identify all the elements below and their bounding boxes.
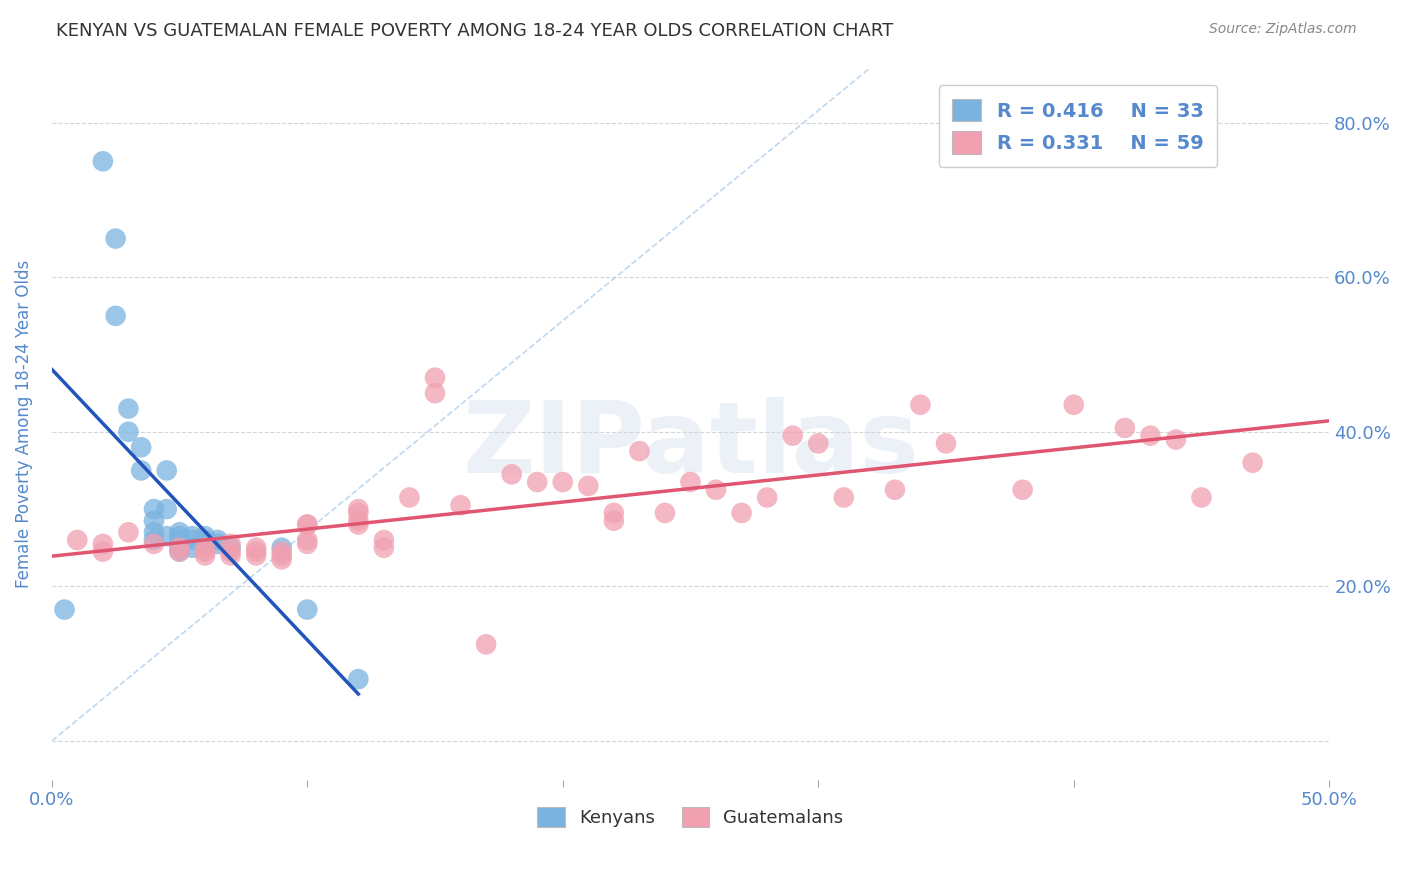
Point [297, 533, 319, 547]
Point [679, 475, 702, 489]
Point [910, 398, 932, 412]
Point [1139, 428, 1161, 442]
Text: ZIPatlas: ZIPatlas [463, 397, 920, 494]
Point [91, 544, 114, 558]
Point [219, 537, 242, 551]
Point [398, 491, 420, 505]
Point [551, 475, 574, 489]
Point [1191, 491, 1213, 505]
Point [169, 537, 191, 551]
Point [756, 491, 779, 505]
Point [450, 498, 472, 512]
Point [270, 549, 292, 563]
Point [181, 529, 204, 543]
Point [181, 541, 204, 555]
Point [194, 549, 217, 563]
Point [142, 525, 165, 540]
Point [603, 506, 626, 520]
Point [219, 544, 242, 558]
Y-axis label: Female Poverty Among 18-24 Year Olds: Female Poverty Among 18-24 Year Olds [15, 260, 32, 588]
Point [104, 309, 127, 323]
Point [270, 552, 292, 566]
Point [129, 440, 152, 454]
Point [181, 533, 204, 547]
Point [730, 506, 752, 520]
Point [347, 506, 370, 520]
Point [1063, 398, 1085, 412]
Point [1011, 483, 1033, 497]
Point [807, 436, 830, 450]
Point [373, 541, 395, 555]
Point [603, 514, 626, 528]
Point [704, 483, 727, 497]
Text: Source: ZipAtlas.com: Source: ZipAtlas.com [1209, 22, 1357, 37]
Point [423, 386, 446, 401]
Point [832, 491, 855, 505]
Point [169, 541, 191, 555]
Text: KENYAN VS GUATEMALAN FEMALE POVERTY AMONG 18-24 YEAR OLDS CORRELATION CHART: KENYAN VS GUATEMALAN FEMALE POVERTY AMON… [56, 22, 893, 40]
Point [169, 525, 191, 540]
Point [935, 436, 957, 450]
Point [194, 533, 217, 547]
Point [347, 672, 370, 686]
Point [219, 541, 242, 555]
Point [297, 537, 319, 551]
Point [270, 544, 292, 558]
Point [347, 517, 370, 532]
Point [169, 533, 191, 547]
Point [91, 537, 114, 551]
Point [297, 517, 319, 532]
Point [169, 544, 191, 558]
Point [104, 231, 127, 245]
Point [194, 537, 217, 551]
Point [245, 541, 267, 555]
Point [1114, 421, 1136, 435]
Point [142, 533, 165, 547]
Point [169, 529, 191, 543]
Point [423, 370, 446, 384]
Point [194, 541, 217, 555]
Point [117, 425, 139, 439]
Point [245, 544, 267, 558]
Point [883, 483, 905, 497]
Point [117, 525, 139, 540]
Point [194, 529, 217, 543]
Point [373, 533, 395, 547]
Point [142, 514, 165, 528]
Point [245, 549, 267, 563]
Legend: Kenyans, Guatemalans: Kenyans, Guatemalans [530, 799, 851, 835]
Point [654, 506, 676, 520]
Point [347, 502, 370, 516]
Point [156, 529, 179, 543]
Point [142, 502, 165, 516]
Point [91, 154, 114, 169]
Point [169, 541, 191, 555]
Point [194, 544, 217, 558]
Point [270, 541, 292, 555]
Point [219, 549, 242, 563]
Point [1241, 456, 1264, 470]
Point [297, 517, 319, 532]
Point [169, 544, 191, 558]
Point [156, 463, 179, 477]
Point [207, 533, 229, 547]
Point [576, 479, 599, 493]
Point [207, 537, 229, 551]
Point [475, 637, 498, 651]
Point [628, 444, 651, 458]
Point [66, 533, 89, 547]
Point [156, 502, 179, 516]
Point [782, 428, 804, 442]
Point [117, 401, 139, 416]
Point [297, 602, 319, 616]
Point [526, 475, 548, 489]
Point [1164, 433, 1187, 447]
Point [129, 463, 152, 477]
Point [142, 537, 165, 551]
Point [501, 467, 523, 482]
Point [347, 514, 370, 528]
Point [53, 602, 76, 616]
